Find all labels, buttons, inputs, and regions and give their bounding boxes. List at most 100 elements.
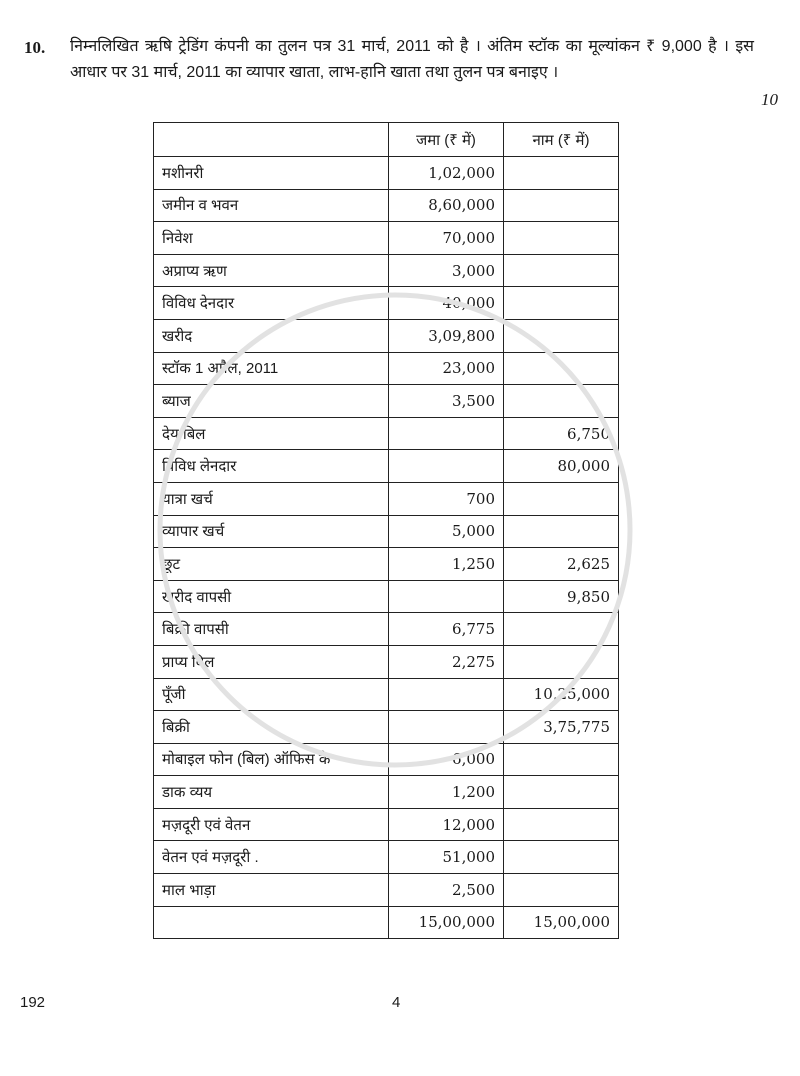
particulars-cell: देय बिल	[153, 416, 389, 451]
paper-code: 192	[20, 994, 46, 1011]
header-credit: जमा (₹ में)	[388, 122, 504, 157]
particulars-cell: विविध देनदार	[153, 286, 389, 320]
trial-balance-table: जमा (₹ में) नाम (₹ में) मशीनरी 1,02,000 जम…	[153, 122, 619, 940]
table-row: बिक्री वापसी 6,775	[153, 612, 619, 646]
particulars-cell: छूट	[153, 547, 389, 581]
header-debit: नाम (₹ में)	[503, 122, 619, 157]
table-row: निवेश 70,000	[153, 221, 619, 255]
debit-amount-cell	[503, 807, 619, 842]
credit-amount-cell: 1,200	[388, 775, 504, 809]
debit-amount-cell	[503, 481, 619, 516]
debit-amount-cell	[503, 742, 619, 777]
table-header-row: जमा (₹ में) नाम (₹ में)	[153, 122, 619, 157]
particulars-cell: जमीन व भवन	[153, 188, 389, 223]
particulars-cell: मज़दूरी एवं वेतन	[153, 807, 389, 842]
debit-amount-cell: 2,625	[503, 547, 619, 581]
debit-amount-cell	[503, 514, 619, 549]
debit-amount-cell	[503, 188, 619, 223]
debit-amount-cell	[503, 351, 619, 386]
question-number: 10.	[24, 38, 46, 57]
debit-amount-cell: 9,850	[503, 579, 619, 614]
particulars-cell: मोबाइल फोन (बिल) ऑफिस के	[153, 742, 389, 777]
particulars-cell: स्टॉक 1 अप्रैल, 2011	[153, 351, 389, 386]
credit-amount-cell	[388, 449, 504, 483]
credit-amount-cell	[388, 710, 504, 744]
table-row: मज़दूरी एवं वेतन 12,000	[153, 807, 619, 842]
debit-amount-cell	[503, 612, 619, 646]
debit-amount-cell: 6,750	[503, 416, 619, 451]
particulars-cell: माल भाड़ा	[153, 873, 389, 907]
question-marks: 10	[761, 90, 778, 109]
credit-amount-cell	[388, 416, 504, 451]
credit-amount-cell: 40,000	[388, 286, 504, 320]
credit-amount-cell: 3,500	[388, 384, 504, 418]
header-particulars	[153, 122, 389, 157]
credit-amount-cell: 8,60,000	[388, 188, 504, 223]
table-row: माल भाड़ा 2,500	[153, 873, 619, 907]
debit-amount-cell	[503, 221, 619, 255]
table-row: छूट 1,250 2,625	[153, 547, 619, 581]
debit-amount-cell: 15,00,000	[503, 905, 619, 940]
particulars-cell: पूँजी	[153, 677, 389, 712]
credit-amount-cell: 6,000	[388, 742, 504, 777]
particulars-cell: बिक्री वापसी	[153, 612, 389, 646]
credit-amount-cell	[388, 677, 504, 712]
particulars-cell: खरीद वापसी	[153, 579, 389, 614]
credit-amount-cell: 5,000	[388, 514, 504, 549]
credit-amount-cell: 700	[388, 481, 504, 516]
debit-amount-cell	[503, 286, 619, 320]
debit-amount-cell	[503, 384, 619, 418]
particulars-cell: ब्याज	[153, 384, 389, 418]
debit-amount-cell: 3,75,775	[503, 710, 619, 744]
credit-amount-cell: 70,000	[388, 221, 504, 255]
particulars-cell: विविध लेनदार	[153, 449, 389, 483]
table-row: स्टॉक 1 अप्रैल, 2011 23,000	[153, 351, 619, 386]
particulars-cell: प्राप्य बिल	[153, 644, 389, 679]
table-row: डाक व्यय 1,200	[153, 775, 619, 809]
particulars-cell: बिक्री	[153, 710, 389, 744]
credit-amount-cell	[388, 579, 504, 614]
table-row: ब्याज 3,500	[153, 384, 619, 418]
credit-amount-cell: 2,500	[388, 873, 504, 907]
particulars-cell: यात्रा खर्च	[153, 481, 389, 516]
credit-amount-cell: 6,775	[388, 612, 504, 646]
table-row: पूँजी 10,25,000	[153, 677, 619, 712]
debit-amount-cell	[503, 644, 619, 679]
credit-amount-cell: 3,09,800	[388, 318, 504, 353]
credit-amount-cell: 2,275	[388, 644, 504, 679]
table-row: यात्रा खर्च 700	[153, 481, 619, 516]
debit-amount-cell: 80,000	[503, 449, 619, 483]
table-row: विविध लेनदार 80,000	[153, 449, 619, 483]
table-row: 15,00,000 15,00,000	[153, 905, 619, 940]
particulars-cell: मशीनरी	[153, 156, 389, 190]
particulars-cell: डाक व्यय	[153, 775, 389, 809]
particulars-cell: व्यापार खर्च	[153, 514, 389, 549]
credit-amount-cell: 1,250	[388, 547, 504, 581]
table-row: खरीद 3,09,800	[153, 318, 619, 353]
credit-amount-cell: 15,00,000	[388, 905, 504, 940]
debit-amount-cell	[503, 253, 619, 288]
particulars-cell: वेतन एवं मज़दूरी .	[153, 840, 389, 875]
table-row: वेतन एवं मज़दूरी . 51,000	[153, 840, 619, 875]
credit-amount-cell: 3,000	[388, 253, 504, 288]
table-row: बिक्री 3,75,775	[153, 710, 619, 744]
table-row: अप्राप्य ऋण 3,000	[153, 253, 619, 288]
credit-amount-cell: 23,000	[388, 351, 504, 386]
credit-amount-cell: 51,000	[388, 840, 504, 875]
table-row: व्यापार खर्च 5,000	[153, 514, 619, 549]
debit-amount-cell	[503, 840, 619, 875]
table-row: विविध देनदार 40,000	[153, 286, 619, 320]
credit-amount-cell: 1,02,000	[388, 156, 504, 190]
debit-amount-cell	[503, 318, 619, 353]
debit-amount-cell	[503, 156, 619, 190]
table-row: जमीन व भवन 8,60,000	[153, 188, 619, 223]
table-row: प्राप्य बिल 2,275	[153, 644, 619, 679]
table-row: खरीद वापसी 9,850	[153, 579, 619, 614]
particulars-cell: अप्राप्य ऋण	[153, 253, 389, 288]
debit-amount-cell	[503, 775, 619, 809]
table-row: देय बिल 6,750	[153, 416, 619, 451]
table-row: मशीनरी 1,02,000	[153, 156, 619, 190]
particulars-cell: निवेश	[153, 221, 389, 255]
debit-amount-cell	[503, 873, 619, 907]
debit-amount-cell: 10,25,000	[503, 677, 619, 712]
